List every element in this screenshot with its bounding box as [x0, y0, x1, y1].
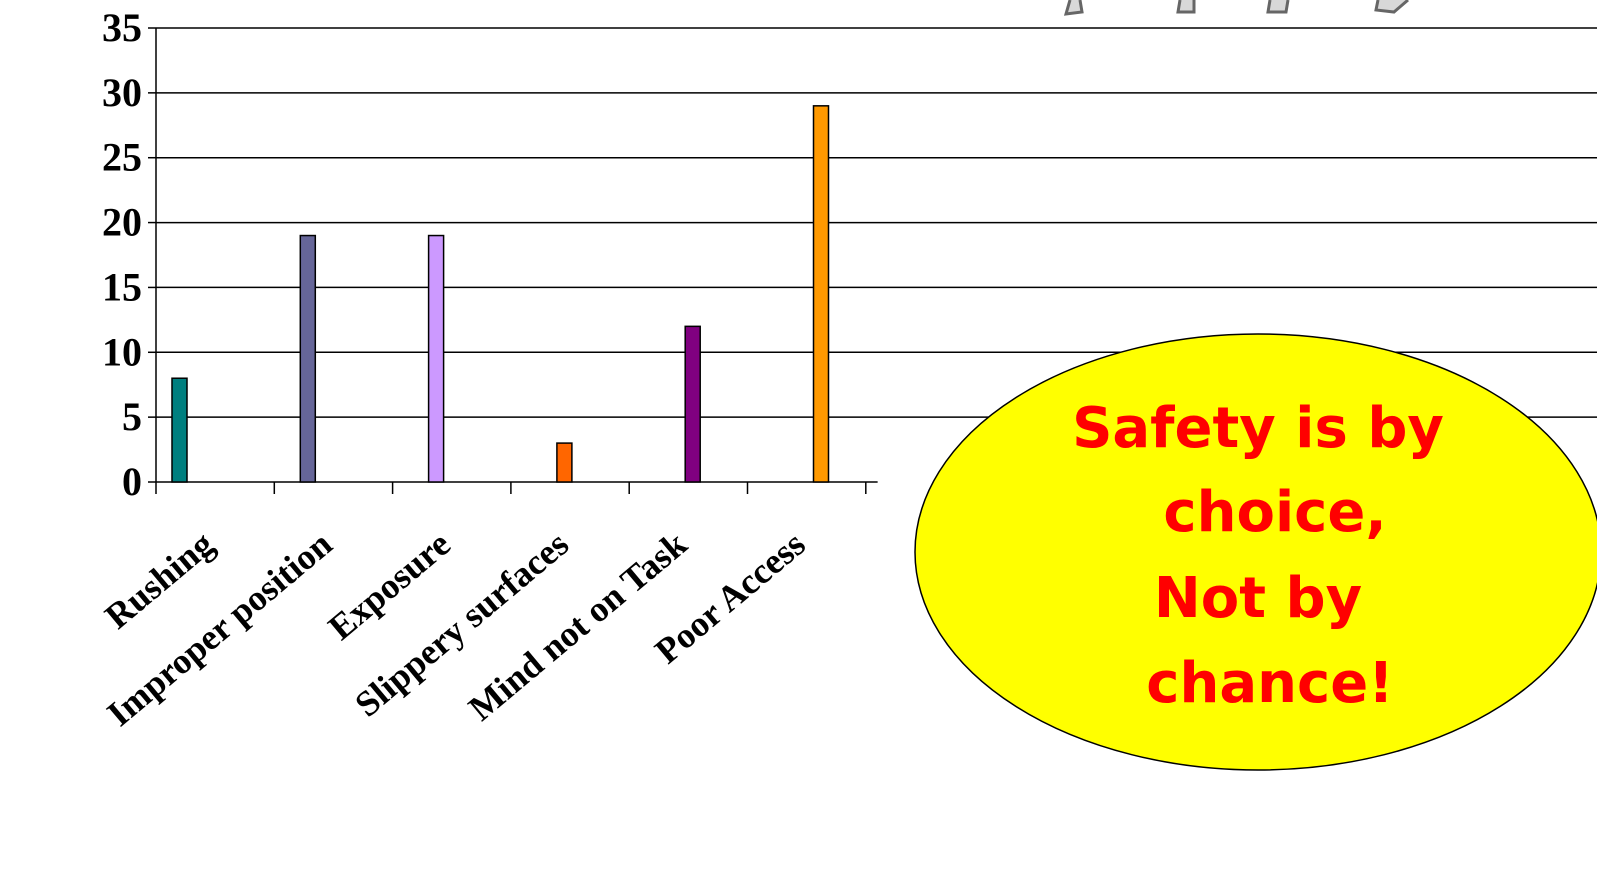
y-tick-label: 10: [102, 329, 142, 374]
y-tick-label: 30: [102, 70, 142, 115]
callout-bubble: [914, 333, 1597, 771]
y-tick-labels: 0 5 10 15 20 25 30 35: [102, 5, 142, 504]
bar-rushing: [171, 377, 188, 483]
y-tick-label: 25: [102, 135, 142, 180]
bar-slippery-surfaces: [556, 442, 573, 483]
x-tick-label: Mind not on Task: [461, 523, 694, 728]
bar-poor-access: [812, 105, 830, 483]
safety-callout: Safety is by choice, Not by chance!: [914, 333, 1597, 771]
callout-line-4: chance!: [1146, 651, 1393, 716]
axes: [148, 27, 878, 494]
y-tick-label: 35: [102, 5, 142, 50]
y-tick-label: 20: [102, 200, 142, 245]
callout-line-3: Not by: [1154, 566, 1362, 631]
bar-mind-not-on-task: [684, 325, 701, 483]
bars: [171, 105, 830, 483]
callout-line-1: Safety is by: [1072, 396, 1444, 461]
bar-improper-position: [299, 234, 317, 483]
y-tick-label: 5: [122, 394, 142, 439]
callout-line-2: choice,: [1163, 480, 1386, 545]
y-tick-label: 15: [102, 264, 142, 309]
x-tick-label: Slippery surfaces: [347, 523, 576, 724]
y-tick-label: 0: [122, 459, 142, 504]
gridlines: [156, 27, 1597, 418]
bar-exposure: [427, 234, 445, 483]
clipart-fragment: [1063, 0, 1409, 16]
